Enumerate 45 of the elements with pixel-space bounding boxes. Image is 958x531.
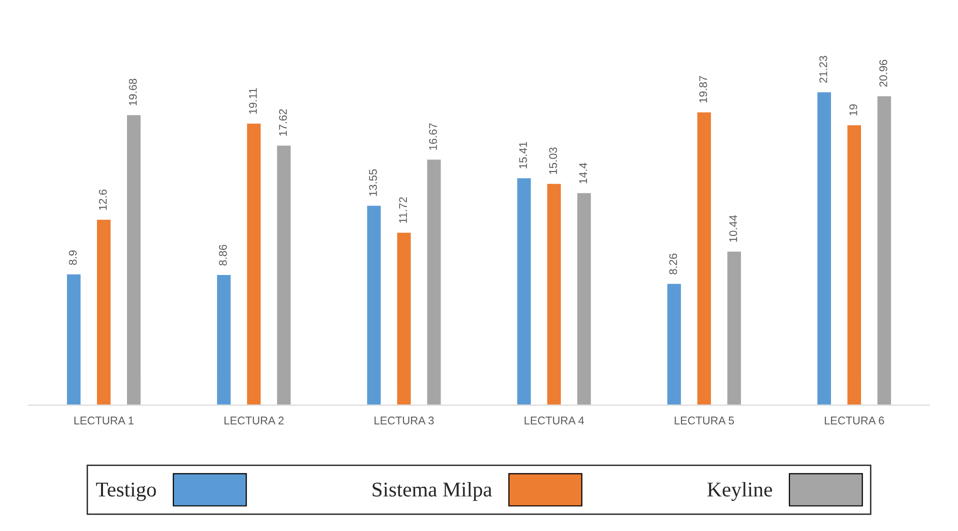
x-tick-label: LECTURA 4	[524, 416, 584, 424]
bar	[876, 94, 892, 406]
bar	[726, 250, 742, 406]
data-label: 15.41	[519, 142, 528, 168]
data-label: 19.11	[248, 88, 257, 114]
bar	[576, 192, 592, 406]
bar	[66, 273, 82, 406]
data-label: 8.9	[68, 250, 77, 265]
bar	[126, 114, 142, 406]
x-tick-label: LECTURA 3	[374, 416, 434, 424]
data-label: 19	[849, 104, 858, 116]
data-label: 8.26	[669, 254, 678, 274]
bar	[696, 110, 712, 406]
bar	[426, 158, 442, 406]
data-label: 11.72	[399, 197, 407, 223]
data-label: 21.23	[819, 56, 828, 83]
data-label: 10.44	[729, 215, 738, 242]
data-label: 16.67	[429, 123, 437, 150]
bar	[366, 204, 382, 406]
x-tick-label: LECTURA 5	[674, 416, 734, 424]
legend-label: Keyline	[707, 482, 772, 501]
data-label: 17.62	[279, 109, 287, 136]
bar	[246, 122, 262, 406]
data-label: 19.68	[128, 78, 137, 106]
legend-label: Sistema Milpa	[372, 482, 492, 501]
data-label: 20.96	[879, 60, 888, 87]
bar	[96, 218, 112, 406]
data-label: 8.86	[218, 244, 227, 266]
data-label: 14.4	[579, 162, 587, 184]
data-label: 15.03	[549, 148, 558, 174]
bar	[516, 176, 532, 406]
legend-label: Testigo	[96, 482, 156, 501]
bar	[276, 144, 292, 406]
bar	[546, 182, 562, 406]
x-tick-label: LECTURA 6	[824, 416, 884, 424]
bar	[666, 282, 682, 406]
bar	[816, 90, 832, 406]
x-tick-label: LECTURA 2	[224, 416, 284, 424]
bar	[846, 124, 862, 406]
bar	[216, 274, 232, 406]
bar	[396, 231, 412, 406]
x-tick-label: LECTURA 1	[74, 416, 134, 424]
data-label: 12.6	[98, 190, 107, 210]
data-label: 19.87	[699, 76, 708, 102]
data-label: 13.55	[369, 169, 377, 196]
